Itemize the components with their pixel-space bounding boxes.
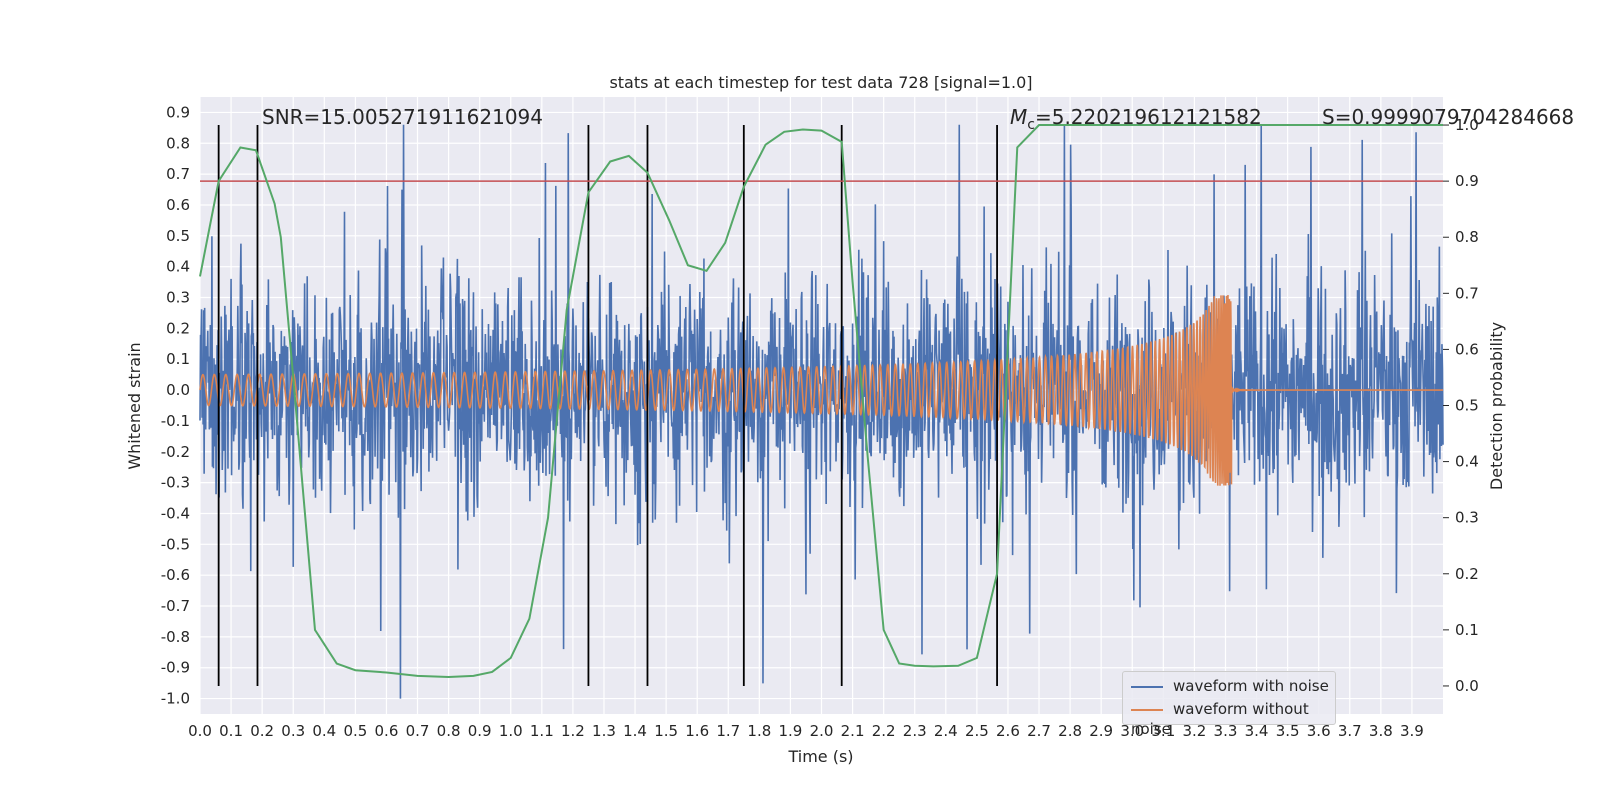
- legend-label-clean: waveform without noise: [1131, 700, 1309, 738]
- x-tick-label: 3.9: [1400, 722, 1424, 740]
- probability-line: [199, 124, 1443, 678]
- y-tick-label: -0.1: [161, 412, 190, 430]
- chart-title: stats at each timestep for test data 728…: [609, 73, 1032, 92]
- x-tick-label: 3.7: [1338, 722, 1362, 740]
- y-tick-label: 0.8: [166, 134, 190, 152]
- y-tick-label: 0.5: [166, 227, 190, 245]
- x-tick-label: 3.4: [1245, 722, 1269, 740]
- legend: waveform with noise waveform without noi…: [1122, 671, 1336, 738]
- y2-tick-label: 0.5: [1455, 397, 1479, 415]
- y2-axis-label: Detection probability: [1487, 322, 1506, 490]
- x-tick-label: 3.0: [1120, 722, 1144, 740]
- legend-item-noise: waveform with noise: [1131, 676, 1329, 696]
- y2-tick-label: 0.8: [1455, 228, 1479, 246]
- y-tick-label: 0.7: [166, 165, 190, 183]
- detection-lines: [217, 125, 998, 686]
- x-tick-label: 1.3: [592, 722, 616, 740]
- legend-item-clean: waveform without noise: [1131, 699, 1335, 738]
- legend-swatch-clean: [1131, 708, 1163, 711]
- y-tick-label: 0.2: [166, 319, 190, 337]
- x-tick-label: 0.4: [312, 722, 336, 740]
- y-axis-label: Whitened strain: [125, 342, 144, 469]
- y-tick-label: -0.8: [161, 628, 190, 646]
- y2-tick-labels: 1.0 0.9 0.8 0.7 0.6 0.5 0.4 0.3 0.2 0.1 0.0: [1443, 116, 1479, 695]
- y-tick-label: 0.6: [166, 196, 190, 214]
- y-tick-label: -0.3: [161, 474, 190, 492]
- legend-label-noise: waveform with noise: [1173, 677, 1329, 695]
- mc-annotation: Mc=5.220219612121582: [1010, 105, 1262, 133]
- x-tick-label: 2.7: [1027, 722, 1051, 740]
- mc-value: =5.220219612121582: [1035, 105, 1262, 129]
- x-tick-label: 1.2: [561, 722, 585, 740]
- y2-tick-label: 0.0: [1455, 677, 1479, 695]
- x-tick-label: 0.1: [219, 722, 243, 740]
- y2-tick-label: 0.7: [1455, 284, 1479, 302]
- x-tick-label: 1.0: [499, 722, 523, 740]
- clean-waveform-line: [199, 294, 1444, 486]
- x-tick-label: 3.5: [1276, 722, 1300, 740]
- noise-waveform-line: [199, 124, 1444, 699]
- x-tick-label: 3.2: [1182, 722, 1206, 740]
- y2-tick-label: 0.4: [1455, 453, 1479, 471]
- probability-series: [199, 124, 1443, 678]
- x-tick-label: 0.0: [188, 722, 212, 740]
- x-tick-label: 2.2: [872, 722, 896, 740]
- y-tick-label: -0.9: [161, 659, 190, 677]
- x-tick-label: 1.8: [747, 722, 771, 740]
- clean-series: [199, 294, 1444, 486]
- x-tick-label: 2.9: [1089, 722, 1113, 740]
- x-tick-label: 0.7: [406, 722, 430, 740]
- x-tick-label: 1.4: [623, 722, 647, 740]
- y2-tick-label: 0.6: [1455, 340, 1479, 358]
- snr-annotation: SNR=15.005271911621094: [262, 105, 543, 129]
- y2-tick-label: 0.1: [1455, 621, 1479, 639]
- x-tick-label: 0.6: [375, 722, 399, 740]
- x-tick-label: 2.8: [1058, 722, 1082, 740]
- x-tick-label: 3.8: [1369, 722, 1393, 740]
- y-tick-label: -0.5: [161, 535, 190, 553]
- s-annotation: S=0.9999079704284668: [1322, 105, 1574, 129]
- y2-tick-label: 1.0: [1455, 116, 1479, 134]
- y2-tick-label: 0.9: [1455, 172, 1479, 190]
- x-tick-label: 3.3: [1214, 722, 1238, 740]
- y2-tick-label: 0.3: [1455, 509, 1479, 527]
- y-tick-label: -0.2: [161, 443, 190, 461]
- x-tick-label: 0.9: [468, 722, 492, 740]
- legend-swatch-noise: [1131, 685, 1163, 688]
- x-tick-label: 2.1: [841, 722, 865, 740]
- x-tick-label: 3.1: [1151, 722, 1175, 740]
- noise-series: [199, 124, 1444, 699]
- x-tick-label: 3.6: [1307, 722, 1331, 740]
- x-tick-labels: 0.0 0.1 0.2 0.3 0.4 0.5 0.6 0.7 0.8 0.9 1.0 1.1 1.2 1…: [188, 722, 1424, 740]
- y-tick-label: 0.3: [166, 289, 190, 307]
- x-tick-label: 2.4: [934, 722, 958, 740]
- mc-subscript: c: [1027, 117, 1035, 133]
- x-axis-label: Time (s): [787, 747, 853, 766]
- y-tick-label: -0.7: [161, 597, 190, 615]
- x-tick-label: 0.2: [250, 722, 274, 740]
- y-tick-labels: 0.9 0.8 0.7 0.6 0.5 0.4 0.3 0.2 0.1 0.0 -0.1 -0.2 -0…: [161, 103, 190, 707]
- x-tick-label: 1.5: [654, 722, 678, 740]
- x-tick-label: 1.7: [716, 722, 740, 740]
- x-tick-label: 0.3: [281, 722, 305, 740]
- y-tick-label: 0.1: [166, 350, 190, 368]
- y-tick-label: -0.6: [161, 566, 190, 584]
- y2-tick-label: 0.2: [1455, 565, 1479, 583]
- x-tick-label: 1.9: [778, 722, 802, 740]
- y-tick-label: -1.0: [161, 690, 190, 708]
- x-tick-label: 0.5: [343, 722, 367, 740]
- mc-symbol: M: [1010, 105, 1027, 129]
- x-tick-label: 2.5: [965, 722, 989, 740]
- x-tick-label: 2.3: [903, 722, 927, 740]
- x-tick-label: 2.6: [996, 722, 1020, 740]
- y-tick-label: 0.9: [166, 103, 190, 121]
- x-tick-label: 2.0: [810, 722, 834, 740]
- y-tick-label: 0.0: [166, 381, 190, 399]
- x-tick-label: 1.1: [530, 722, 554, 740]
- x-tick-label: 1.6: [685, 722, 709, 740]
- x-tick-label: 0.8: [437, 722, 461, 740]
- y-tick-label: -0.4: [161, 504, 190, 522]
- y-tick-label: 0.4: [166, 258, 190, 276]
